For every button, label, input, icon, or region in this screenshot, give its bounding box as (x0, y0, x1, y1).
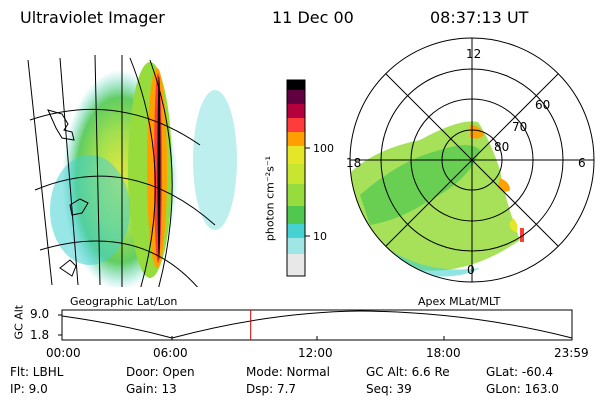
instrument-title: Ultraviolet Imager (20, 8, 165, 27)
status-door: Door: Open (126, 365, 195, 379)
altitude-x-tick: 23:59 (554, 346, 589, 360)
date-label: 11 Dec 00 (272, 8, 354, 27)
status-gain: Gain: 13 (126, 382, 177, 396)
altitude-y-tick-min: 1.8 (30, 328, 50, 342)
colorbar-unit-label: photon cm⁻²s⁻¹ (263, 155, 277, 242)
altitude-axis-label: GC Alt (12, 304, 26, 340)
right-panel-label: Apex MLat/MLT (418, 295, 501, 308)
altitude-y-tick-max: 9.0 (30, 307, 50, 321)
mlt-label-0: 0 (467, 263, 475, 277)
lat-label-70: 70 (512, 120, 528, 134)
status-gc-alt: GC Alt: 6.6 Re (366, 365, 450, 379)
status-ip: IP: 9.0 (10, 382, 48, 396)
status-mode: Mode: Normal (246, 365, 330, 379)
left-panel-label: Geographic Lat/Lon (70, 295, 178, 308)
status-dsp: Dsp: 7.7 (246, 382, 297, 396)
lat-label-80: 80 (494, 140, 510, 154)
altitude-x-tick: 18:00 (426, 346, 461, 360)
colorbar-tick-100: 100 (313, 142, 334, 155)
colorbar (286, 79, 310, 277)
status-glat: GLat: -60.4 (486, 365, 553, 379)
status-filter: Flt: LBHL (10, 365, 64, 379)
time-label: 08:37:13 UT (430, 8, 529, 27)
altitude-plot (58, 309, 573, 341)
mlt-label-12: 12 (466, 47, 482, 61)
mlt-label-18: 18 (346, 156, 362, 170)
altitude-x-tick: 06:00 (153, 346, 188, 360)
altitude-x-tick: 12:00 (298, 346, 333, 360)
status-seq: Seq: 39 (366, 382, 412, 396)
status-glon: GLon: 163.0 (486, 382, 559, 396)
lat-label-60: 60 (535, 98, 551, 112)
colorbar-tick-10: 10 (313, 230, 327, 243)
altitude-x-tick: 00:00 (46, 346, 81, 360)
mlt-label-6: 6 (578, 156, 586, 170)
polar-plot (349, 37, 595, 283)
